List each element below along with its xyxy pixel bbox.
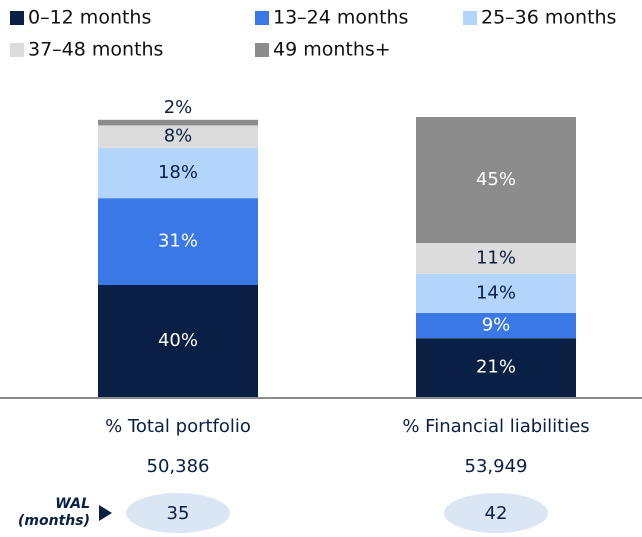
- value-label: 9%: [482, 315, 511, 336]
- bar-segment: [416, 117, 576, 243]
- wal-chevron: [99, 505, 112, 521]
- bar-segment: [416, 273, 576, 313]
- value-label: 11%: [476, 247, 516, 268]
- legend-swatch: [10, 43, 24, 57]
- bar-segment: [98, 119, 258, 126]
- value-label: 21%: [476, 357, 516, 378]
- value-label: 18%: [158, 162, 198, 183]
- category-label: % Financial liabilities: [402, 416, 589, 437]
- total-label: 50,386: [147, 456, 210, 477]
- legend-label: 49 months+: [273, 39, 391, 61]
- value-label: 40%: [158, 330, 198, 351]
- wal-label: (months): [18, 513, 90, 529]
- legend-swatch: [10, 11, 24, 25]
- bar-segment: [98, 285, 258, 397]
- legend-label: 25–36 months: [481, 7, 616, 29]
- category-label: % Total portfolio: [105, 416, 251, 437]
- legend-swatch: [255, 43, 269, 57]
- wal-value: 35: [167, 503, 190, 524]
- bar-segment: [416, 243, 576, 274]
- value-label: 45%: [476, 169, 516, 190]
- wal-pill: [126, 493, 230, 533]
- legend-swatch: [255, 11, 269, 25]
- legend-label: 0–12 months: [28, 7, 151, 29]
- legend-label: 13–24 months: [273, 7, 408, 29]
- bar-segment: [416, 338, 576, 397]
- wal-pill: [444, 493, 548, 533]
- bar-segment: [416, 313, 576, 339]
- value-label: 31%: [158, 231, 198, 252]
- bar-segment: [98, 125, 258, 148]
- wal-label: WAL: [55, 496, 90, 512]
- value-label: 14%: [476, 282, 516, 303]
- bar-segment: [98, 147, 258, 199]
- wal-value: 42: [485, 503, 508, 524]
- legend-swatch: [463, 11, 477, 25]
- legend-label: 37–48 months: [28, 39, 163, 61]
- total-label: 53,949: [465, 456, 528, 477]
- value-label: 2%: [164, 97, 193, 118]
- value-label: 8%: [164, 126, 193, 147]
- bar-segment: [98, 198, 258, 285]
